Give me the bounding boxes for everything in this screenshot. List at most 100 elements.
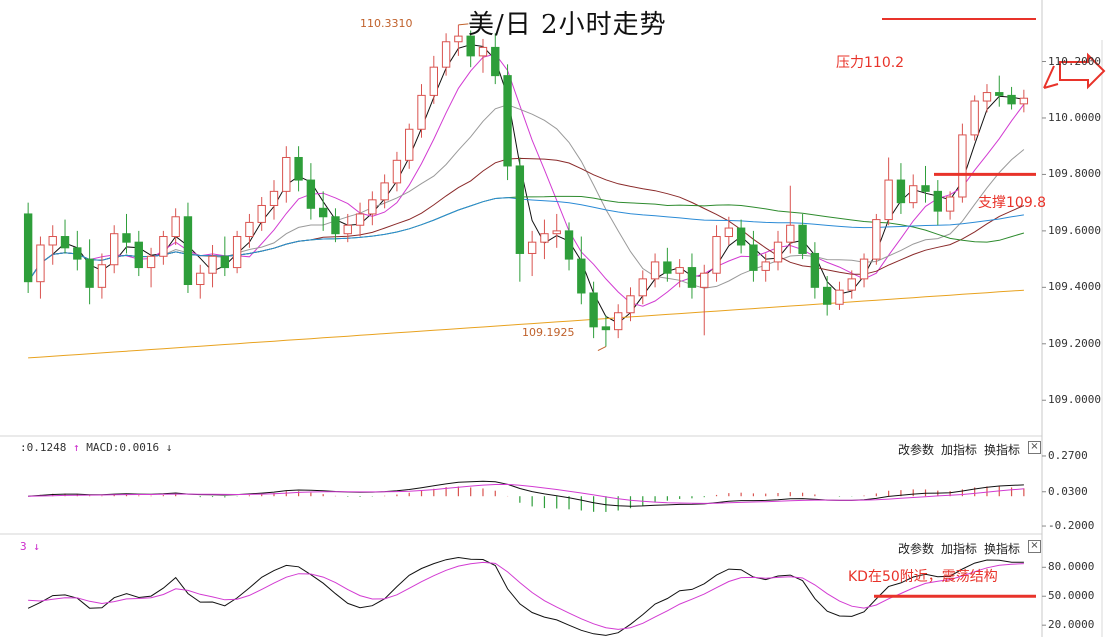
resistance-annotation: 压力110.2 [836, 55, 905, 71]
macd-tick-label: -0.2000 [1048, 519, 1095, 533]
candle-body [540, 233, 549, 243]
candle-body [1019, 97, 1029, 105]
candle-body [663, 261, 672, 274]
candle-body [503, 75, 512, 167]
candle-body [958, 134, 967, 198]
price-tick-label: 110.2000 [1048, 54, 1101, 68]
candle-body [60, 236, 70, 249]
candle-body [306, 179, 316, 209]
candle-body [638, 278, 647, 297]
macd-tick-label: 0.0300 [1048, 484, 1088, 498]
candle-body [122, 233, 131, 243]
candle-body [466, 35, 475, 57]
candle-body [171, 216, 180, 238]
candle-body [552, 230, 561, 235]
candle-body [822, 286, 832, 305]
high-price-label: 110.3310 [360, 17, 413, 30]
candle-body [441, 41, 451, 68]
candle-body [491, 46, 500, 77]
candle-body [909, 185, 918, 204]
kd-tick-label: 80.0000 [1048, 560, 1095, 574]
candle-body [995, 92, 1004, 96]
dea-value: :0.1248 [20, 441, 67, 454]
candle-body [712, 236, 721, 274]
candle-body [835, 289, 844, 305]
candle-body [405, 128, 414, 161]
kd-close-icon[interactable]: × [1028, 540, 1041, 553]
candle-body [601, 326, 611, 331]
candle-body [798, 224, 807, 254]
candle-body [318, 207, 328, 218]
kd-k-line [27, 556, 1024, 636]
right-arrow-icon [1059, 52, 1106, 90]
candle-body [810, 252, 820, 288]
candle-body [454, 35, 463, 43]
candle-body [724, 227, 734, 238]
candle-body [146, 255, 156, 269]
macd-value: MACD:0.0016 [86, 441, 160, 454]
candle-body [527, 241, 537, 254]
candle-body [650, 261, 660, 280]
support-annotation: 支撑109.8 [978, 195, 1047, 211]
candle-body [687, 267, 697, 288]
macd-add-indicator-button[interactable]: 加指标 [941, 443, 978, 457]
candle-body [614, 312, 623, 331]
candle-body [896, 179, 906, 204]
candle-body [921, 185, 930, 192]
candle-body [183, 216, 193, 286]
candle-body [872, 219, 881, 260]
price-tick-label: 109.2000 [1048, 336, 1101, 350]
candle-body [159, 236, 168, 257]
dea-arrow-icon: ↑ [72, 441, 80, 454]
macd-close-icon[interactable]: × [1028, 441, 1041, 454]
candle-body [945, 196, 955, 212]
candle-body [36, 244, 45, 283]
candle-body [429, 66, 438, 96]
candle-body [736, 227, 746, 246]
candle-body [515, 165, 525, 254]
price-tick-label: 109.6000 [1048, 223, 1101, 237]
ma-line-medium [27, 53, 1025, 307]
candle-body [577, 258, 586, 294]
candle-body [331, 216, 340, 235]
candle-body [564, 230, 574, 260]
kd-d-line [28, 561, 1024, 630]
kd-change-params-button[interactable]: 改参数 [898, 542, 935, 556]
candle-body [368, 199, 377, 215]
candle-body [847, 278, 856, 291]
kd-add-indicator-button[interactable]: 加指标 [941, 542, 978, 556]
candle-body [355, 213, 365, 226]
candle-body [675, 267, 684, 274]
candle-body [134, 241, 143, 269]
candle-body [761, 261, 770, 271]
candle-body [208, 255, 217, 274]
ma-line-grey [27, 104, 1025, 289]
price-tick-label: 109.4000 [1048, 280, 1101, 294]
low-marker [597, 346, 607, 352]
macd-switch-indicator-button[interactable]: 换指标 [984, 443, 1021, 457]
kd-label: 3 [20, 540, 27, 553]
candle-body [589, 292, 598, 328]
candle-body [884, 179, 893, 221]
candle-body [982, 92, 992, 102]
kd-switch-indicator-button[interactable]: 换指标 [984, 542, 1021, 556]
up-arrow-icon [1043, 65, 1059, 89]
kd-arrow-icon: ↓ [33, 540, 40, 553]
kd-tick-label: 20.0000 [1048, 618, 1095, 632]
candle-body [269, 190, 279, 206]
candle-body [97, 264, 107, 288]
chart-title: 美/日 2小时走势 [468, 10, 667, 40]
candle-body [859, 258, 869, 280]
macd-header: :0.1248 ↑ MACD:0.0016 ↓ [20, 441, 172, 454]
ma-line-short [27, 44, 1024, 324]
ma-line-blue [27, 197, 1024, 282]
macd-change-params-button[interactable]: 改参数 [898, 443, 935, 457]
kd-tick-label: 50.0000 [1048, 589, 1095, 603]
candle-body [85, 258, 94, 288]
candle-body [417, 94, 426, 130]
low-price-label: 109.1925 [522, 326, 575, 339]
candle-body [232, 236, 242, 269]
candle-body [749, 244, 758, 271]
